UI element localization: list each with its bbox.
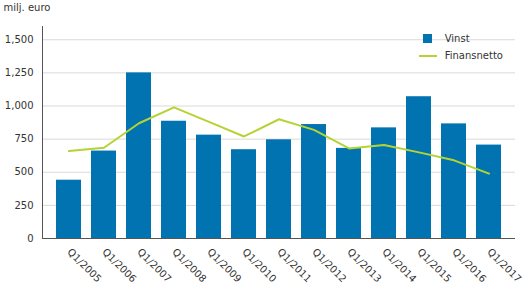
svg-text:Q1/2017: Q1/2017 (485, 246, 523, 284)
html-text:Vinst: Vinst (444, 33, 470, 44)
svg-text:0: 0 (27, 233, 33, 244)
svg-text:750: 750 (14, 133, 33, 144)
svg-text:1,000: 1,000 (5, 100, 34, 111)
svg-text:Q1/2016: Q1/2016 (450, 246, 488, 284)
svg-text:milj. euro: milj. euro (4, 2, 51, 13)
svg-text:Q1/2015: Q1/2015 (415, 246, 453, 284)
html-text:Finansnetto: Finansnetto (444, 50, 503, 61)
svg-text:Q1/2008: Q1/2008 (170, 246, 208, 284)
svg-text:Q1/2005: Q1/2005 (65, 246, 103, 284)
svg-text:Q1/2013: Q1/2013 (345, 246, 383, 284)
svg-text:Q1/2006: Q1/2006 (100, 246, 138, 284)
svg-text:500: 500 (14, 166, 33, 177)
svg-text:250: 250 (14, 200, 33, 211)
svg-text:Q1/2009: Q1/2009 (205, 246, 243, 284)
svg-text:Q1/2010: Q1/2010 (240, 246, 278, 284)
svg-text:Q1/2012: Q1/2012 (310, 246, 348, 284)
svg-text:Q1/2011: Q1/2011 (275, 246, 313, 284)
svg-text:Q1/2014: Q1/2014 (380, 246, 418, 284)
svg-text:1,500: 1,500 (5, 34, 34, 45)
svg-text:Q1/2007: Q1/2007 (135, 246, 173, 284)
svg-text:1,250: 1,250 (5, 67, 34, 78)
